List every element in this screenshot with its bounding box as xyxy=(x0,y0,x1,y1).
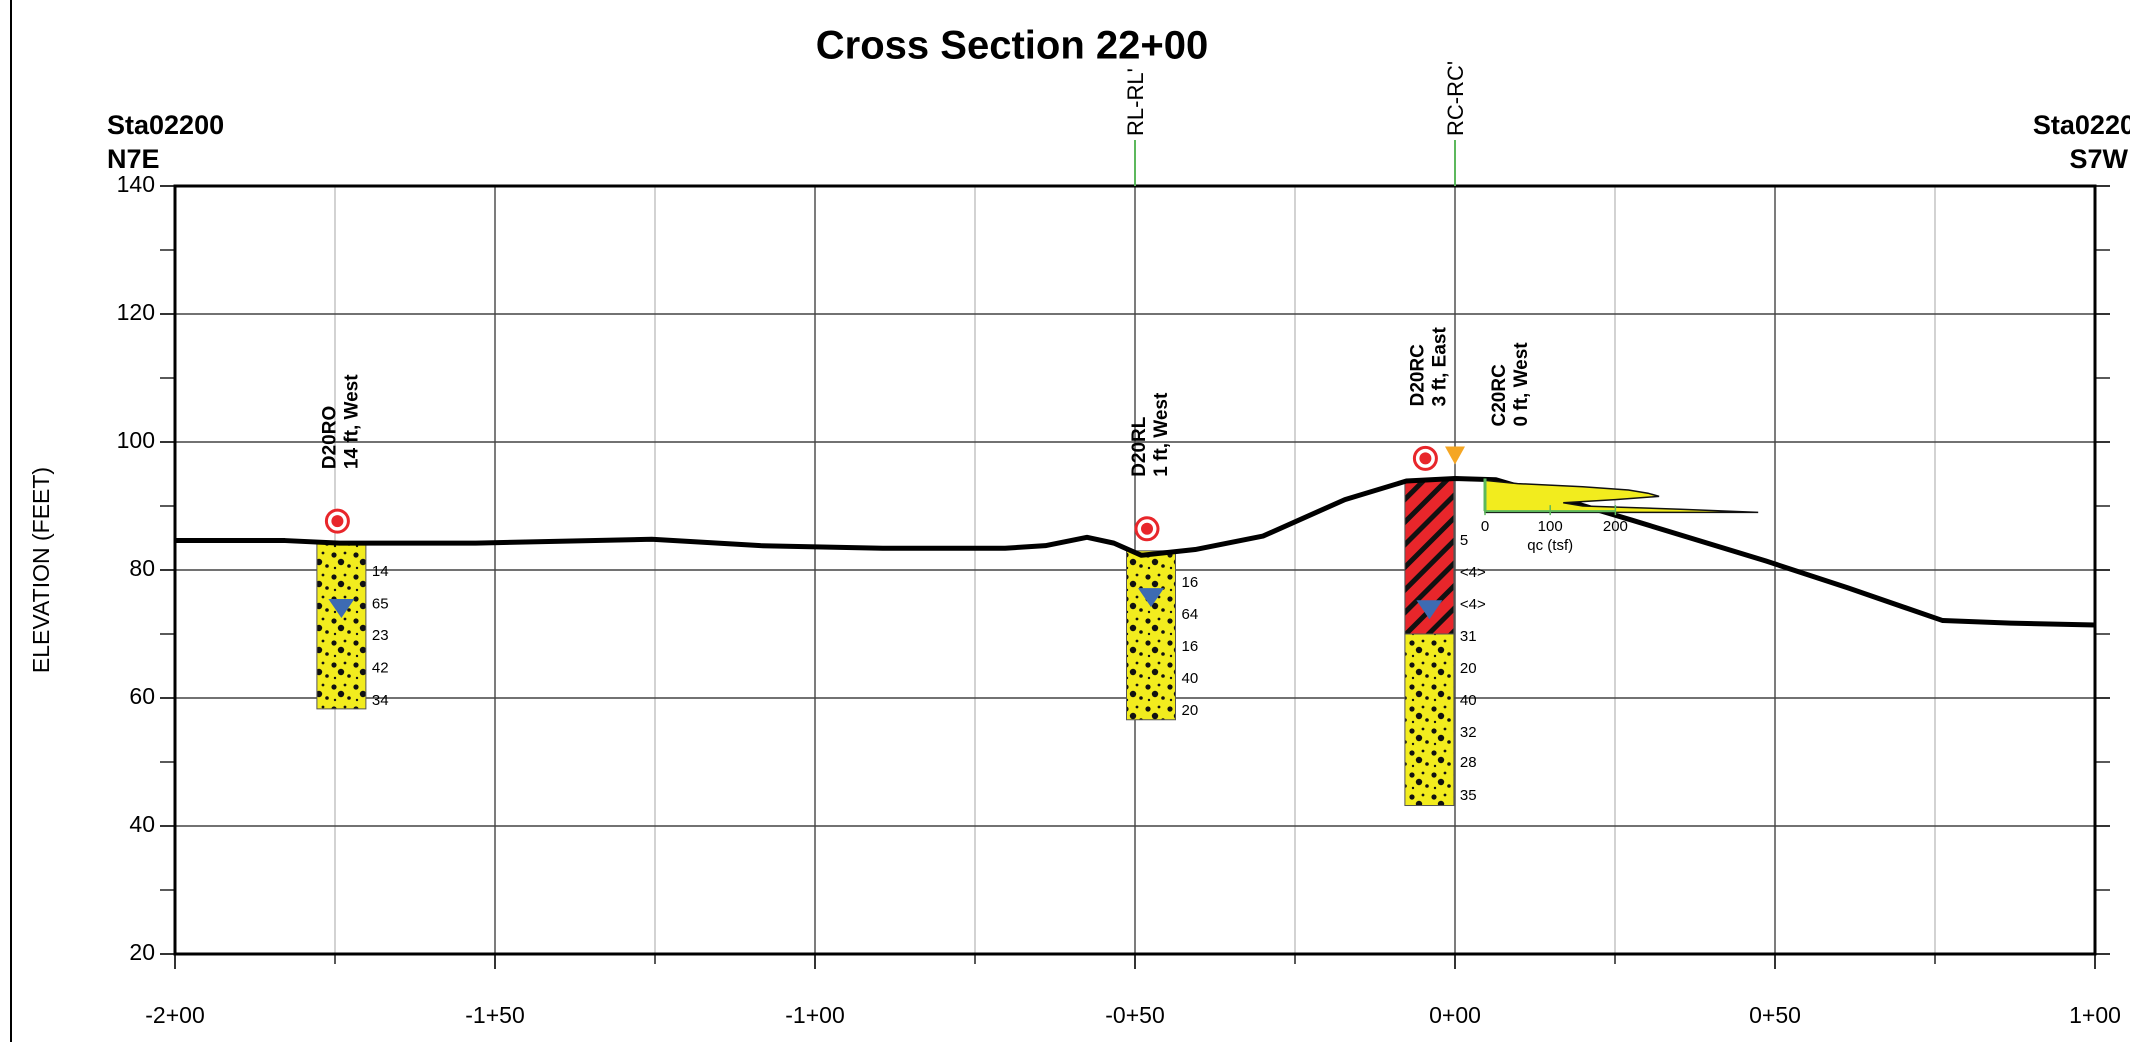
blow-count: 20 xyxy=(1182,702,1199,719)
chart-title: Cross Section 22+00 xyxy=(816,24,1208,68)
water-level xyxy=(1138,588,1164,608)
soil-layer xyxy=(1126,550,1176,721)
y-tick-label: 60 xyxy=(129,683,155,709)
water-level xyxy=(328,599,355,618)
blow-count: 40 xyxy=(1182,670,1199,687)
blow-count: 32 xyxy=(1460,724,1477,741)
direction-label: S7W xyxy=(2069,144,2128,174)
blow-count: 14 xyxy=(372,563,389,580)
x-tick-label: -1+00 xyxy=(785,1002,844,1028)
blow-count: <4> xyxy=(1460,564,1486,581)
y-tick-label: 100 xyxy=(117,427,155,453)
blow-count: 35 xyxy=(1460,787,1477,804)
section-label: RL-RL' xyxy=(1123,68,1148,136)
boring-name: D20RC xyxy=(1407,344,1428,407)
cpt-offset: 0 ft, West xyxy=(1511,342,1532,427)
boring-offset: 1 ft, West xyxy=(1151,392,1172,477)
boring-name: D20RL xyxy=(1129,416,1150,477)
blow-count: 20 xyxy=(1460,660,1477,677)
y-tick-label: 20 xyxy=(129,939,155,965)
x-tick-label: 0+00 xyxy=(1429,1002,1481,1028)
direction-label: N7E xyxy=(107,144,160,174)
blow-count: <4> xyxy=(1460,596,1486,613)
ground-surface xyxy=(175,475,2096,628)
y-tick-label: 140 xyxy=(117,171,155,197)
water-level xyxy=(1416,600,1443,620)
y-tick-label: 80 xyxy=(129,555,155,581)
boring-marker-dot xyxy=(331,515,344,528)
soil-layer xyxy=(1404,633,1455,807)
blow-count: 23 xyxy=(372,627,389,644)
boring-marker-dot xyxy=(1419,452,1432,465)
cpt-tick-label: 0 xyxy=(1481,518,1489,535)
x-tick-label: -0+50 xyxy=(1105,1002,1164,1028)
y-axis-title: ELEVATION (FEET) xyxy=(28,467,54,673)
cpt-marker xyxy=(1445,446,1465,465)
cpt-name: C20RC xyxy=(1489,364,1510,427)
soil-layer xyxy=(316,542,367,710)
blow-count: 64 xyxy=(1182,606,1199,623)
cpt-tick-label: 200 xyxy=(1603,518,1628,535)
y-tick-label: 40 xyxy=(129,811,155,837)
blow-count: 34 xyxy=(372,692,389,709)
cpt-profile xyxy=(1484,479,1759,514)
cpt-axis-title: qc (tsf) xyxy=(1527,537,1573,554)
blow-count: 5 xyxy=(1460,532,1468,549)
boring-name: D20RO xyxy=(319,406,340,469)
x-tick-label: 1+00 xyxy=(2069,1002,2121,1028)
station-label: Sta02200 xyxy=(2033,110,2130,140)
station-label: Sta02200 xyxy=(107,110,224,140)
boring-marker-dot xyxy=(1141,522,1153,535)
blow-count: 31 xyxy=(1460,628,1477,645)
blow-count: 16 xyxy=(1182,574,1199,591)
blow-count: 28 xyxy=(1460,754,1477,771)
boring-offset: 3 ft, East xyxy=(1429,327,1450,407)
blow-count: 40 xyxy=(1460,692,1477,709)
x-tick-label: 0+50 xyxy=(1749,1002,1801,1028)
boring-offset: 14 ft, West xyxy=(341,374,362,469)
section-label: RC-RC' xyxy=(1443,61,1468,136)
y-tick-label: 120 xyxy=(117,299,155,325)
x-tick-label: -1+50 xyxy=(465,1002,524,1028)
blow-count: 65 xyxy=(372,596,389,613)
blow-count: 42 xyxy=(372,660,389,677)
x-tick-label: -2+00 xyxy=(145,1002,204,1028)
cpt-tick-label: 100 xyxy=(1538,518,1563,535)
blow-count: 16 xyxy=(1182,638,1199,655)
